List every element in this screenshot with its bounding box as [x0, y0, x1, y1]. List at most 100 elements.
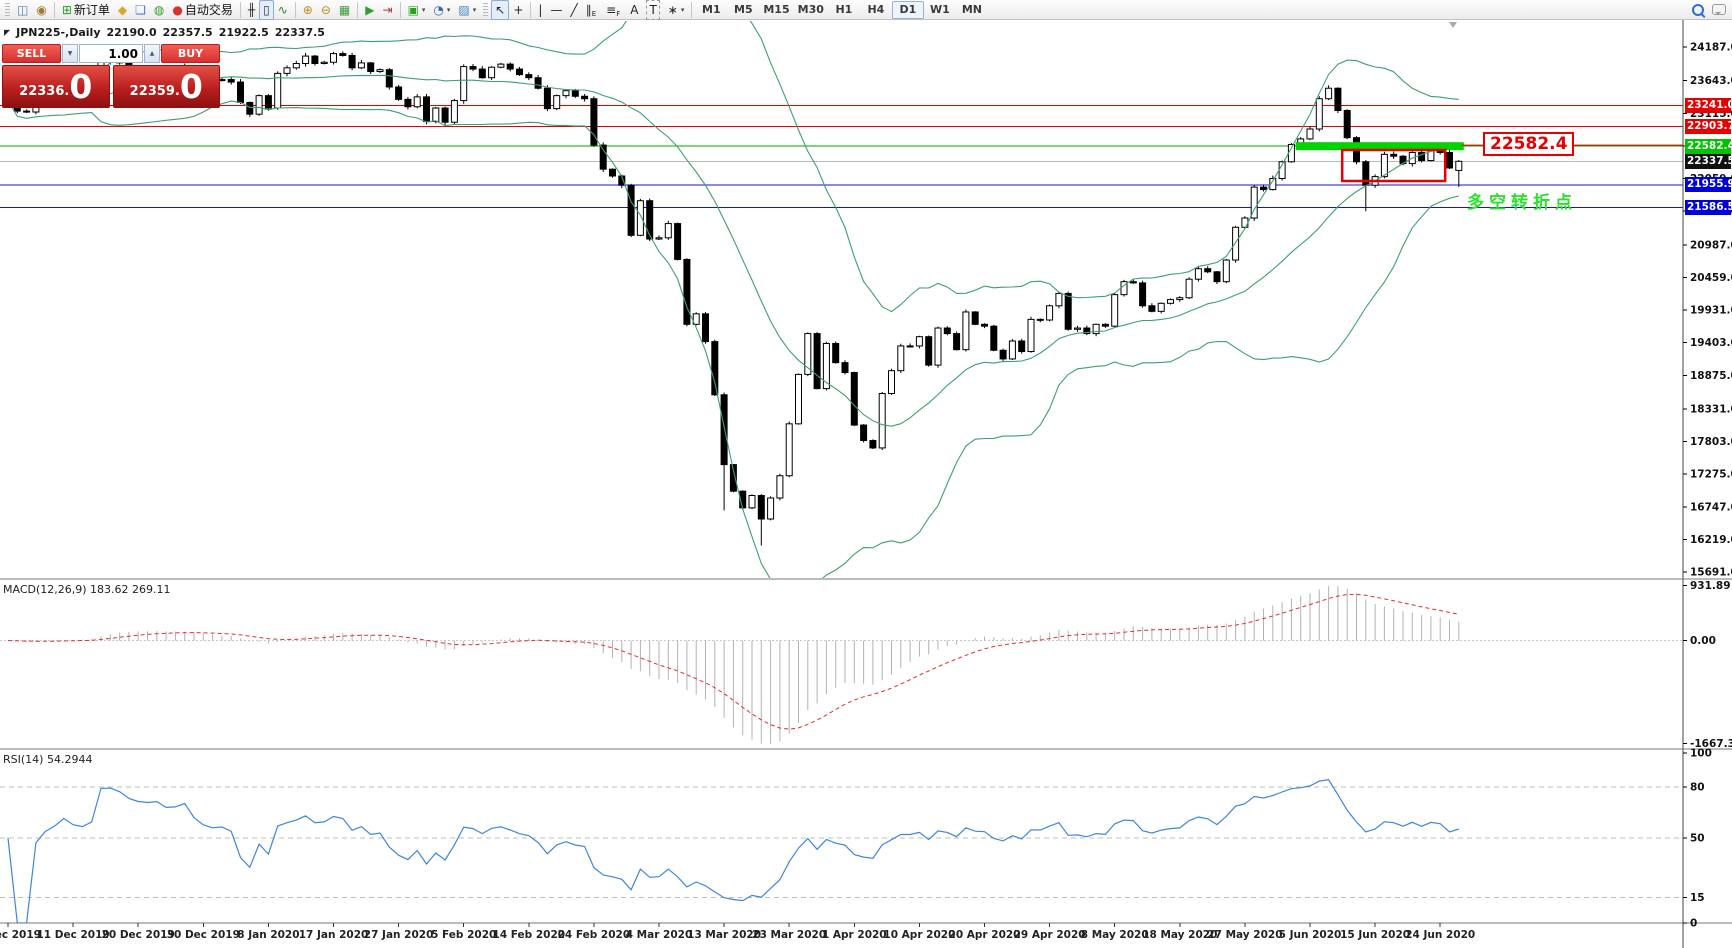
chart-shift-icon[interactable]: ⇥ [382, 2, 393, 17]
lot-decrease-button[interactable]: ▼ [62, 44, 78, 63]
zoom-in-icon[interactable]: ⊕ [302, 2, 313, 17]
timeframe-button-h1[interactable]: H1 [835, 2, 853, 16]
cursor-tool-button[interactable]: ↖ [491, 0, 510, 20]
toolbar-drag-handle[interactable] [5, 2, 10, 17]
date-label: 5 Feb 2020 [431, 929, 496, 941]
lot-size-input[interactable] [79, 44, 143, 63]
timeframe-button-m15[interactable]: M15 [763, 2, 790, 16]
timeframe-button-h4[interactable]: H4 [867, 2, 885, 16]
ohlc-high: 22357.5 [162, 26, 213, 39]
profiles-icon[interactable]: ◉ [36, 2, 47, 17]
date-label: 27 Jan 2020 [364, 929, 434, 941]
macd-axis-label: 0.00 [1690, 635, 1716, 647]
price-level-label: 21586.5 [1685, 200, 1732, 216]
date-label: 24 Jun 2020 [1405, 929, 1475, 941]
symbol-period-label: JPN225-,Daily [16, 26, 101, 39]
line-chart-icon[interactable]: ∿ [277, 2, 288, 17]
date-label: 11 Dec 2019 [36, 929, 109, 941]
buy-price-display[interactable]: 22359. 0 [112, 65, 220, 108]
price-level-label: 22582.4 [1685, 138, 1732, 154]
price-tick-label: 17275.0 [1690, 469, 1732, 481]
toolbar-separator [239, 1, 241, 18]
date-label: 14 Feb 2020 [493, 929, 566, 941]
date-label: 13 Mar 2020 [687, 929, 761, 941]
price-tick-label: 15691.0 [1690, 567, 1732, 579]
chat-icon[interactable] [1708, 0, 1730, 20]
timeframe-button-mn[interactable]: MN [961, 2, 982, 16]
price-tick-label: 19403.0 [1690, 337, 1732, 349]
candlestick-series [4, 51, 1463, 546]
arrows-tool-button[interactable]: ∗ ▾ [667, 2, 685, 17]
candlestick-chart-icon[interactable]: ▯ [259, 0, 274, 20]
vertical-line-tool-button[interactable]: | [538, 2, 543, 17]
trendline-tool-button[interactable]: ╱ [570, 2, 578, 17]
toolbar-separator [53, 1, 55, 18]
lot-increase-button[interactable]: ▲ [144, 44, 160, 63]
toolbar-separator [357, 1, 359, 18]
rsi-axis-label: 100 [1690, 748, 1712, 760]
text-tool-button[interactable]: A [630, 2, 639, 17]
timeframe-button-m30[interactable]: M30 [797, 2, 824, 16]
bar-chart-icon[interactable]: ╫ [247, 2, 256, 17]
equidistant-channel-tool-button[interactable]: ∥ E [585, 2, 597, 18]
tile-windows-icon[interactable]: ▦ [338, 2, 351, 17]
price-level-label: 22903.7 [1685, 118, 1732, 134]
market-watch-icon[interactable]: ◆ [117, 2, 128, 17]
ohlc-open: 22190.0 [106, 26, 157, 39]
sell-button[interactable]: SELL [2, 44, 61, 63]
data-window-icon[interactable]: ❏ [135, 2, 146, 17]
rsi-axis-label: 50 [1690, 833, 1705, 845]
chart-shift-marker[interactable] [1449, 22, 1457, 28]
new-chart-icon[interactable]: ◫ [17, 2, 29, 17]
price-tick-label: 24187.0 [1690, 42, 1732, 54]
price-tick-label: 16219.0 [1690, 534, 1732, 546]
sell-price-display[interactable]: 22336. 0 [2, 65, 110, 108]
timeframe-button-d1[interactable]: D1 [891, 0, 924, 19]
consolidation-red-box[interactable] [1340, 148, 1447, 183]
crosshair-tool-button[interactable]: + [513, 2, 524, 17]
date-label: 2 Dec 2019 [0, 929, 41, 941]
resistance-highlight-band[interactable] [1295, 142, 1464, 151]
date-label: 17 Jan 2020 [299, 929, 369, 941]
new-chart-dropdown-button[interactable]: ▣ ▾ [407, 2, 426, 17]
symbol-marker-icon: ◤ [4, 28, 11, 37]
horizontal-line-tool-button[interactable]: — [550, 2, 563, 17]
new-order-button[interactable]: ⊞ 新订单 [61, 2, 110, 18]
auto-scroll-icon[interactable]: ▶ [365, 2, 375, 17]
date-label: 20 Apr 2020 [949, 929, 1021, 941]
macd-main-value: 183.62 [90, 583, 129, 596]
search-icon[interactable] [1688, 0, 1708, 20]
date-label: 27 May 2020 [1207, 929, 1282, 941]
date-label: 5 Jun 2020 [1279, 929, 1342, 941]
macd-indicator-label: MACD(12,26,9) 183.62 269.11 [3, 583, 171, 596]
timeframe-button-m1[interactable]: M1 [702, 2, 721, 16]
fibonacci-tool-button[interactable]: ≡ F [606, 2, 621, 18]
bollinger-bands [7, 21, 1459, 578]
date-label: 8 Jan 2020 [237, 929, 299, 941]
price-tick-label: 20459.0 [1690, 272, 1732, 284]
one-click-trading-panel: SELL ▼ ▲ BUY 22336.0 22359.0 [2, 44, 220, 108]
date-label: 30 Dec 2019 [167, 929, 240, 941]
zoom-out-icon[interactable]: ⊖ [320, 2, 331, 17]
toolbar-drag-handle[interactable] [483, 2, 489, 17]
date-label: 15 Jun 2020 [1340, 929, 1410, 941]
periods-dropdown-button[interactable]: ◔ ▾ [433, 2, 451, 17]
toolbar-separator [691, 1, 693, 18]
text-label-tool-button[interactable]: T [642, 0, 663, 20]
auto-trading-button[interactable]: ● 自动交易 [172, 2, 233, 18]
toolbar-separator [530, 1, 532, 18]
buy-button[interactable]: BUY [161, 44, 220, 63]
date-label: 10 Apr 2020 [883, 929, 955, 941]
turning-point-text[interactable]: 多空转折点 [1467, 193, 1577, 213]
signals-icon[interactable]: ◍ [153, 2, 165, 17]
templates-dropdown-button[interactable]: ▨ ▾ [458, 2, 477, 17]
horizontal-level-lines[interactable] [0, 104, 1683, 209]
rsi-pane [0, 779, 1682, 923]
timeframe-button-w1[interactable]: W1 [929, 2, 950, 16]
chart-title: ◤ JPN225-,Daily 22190.0 22357.5 21922.5 … [4, 26, 325, 39]
price-level-label: 21955.9 [1685, 177, 1732, 193]
price-callout-label[interactable]: 22582.4 [1483, 132, 1575, 156]
timeframe-button-m5[interactable]: M5 [734, 2, 753, 16]
